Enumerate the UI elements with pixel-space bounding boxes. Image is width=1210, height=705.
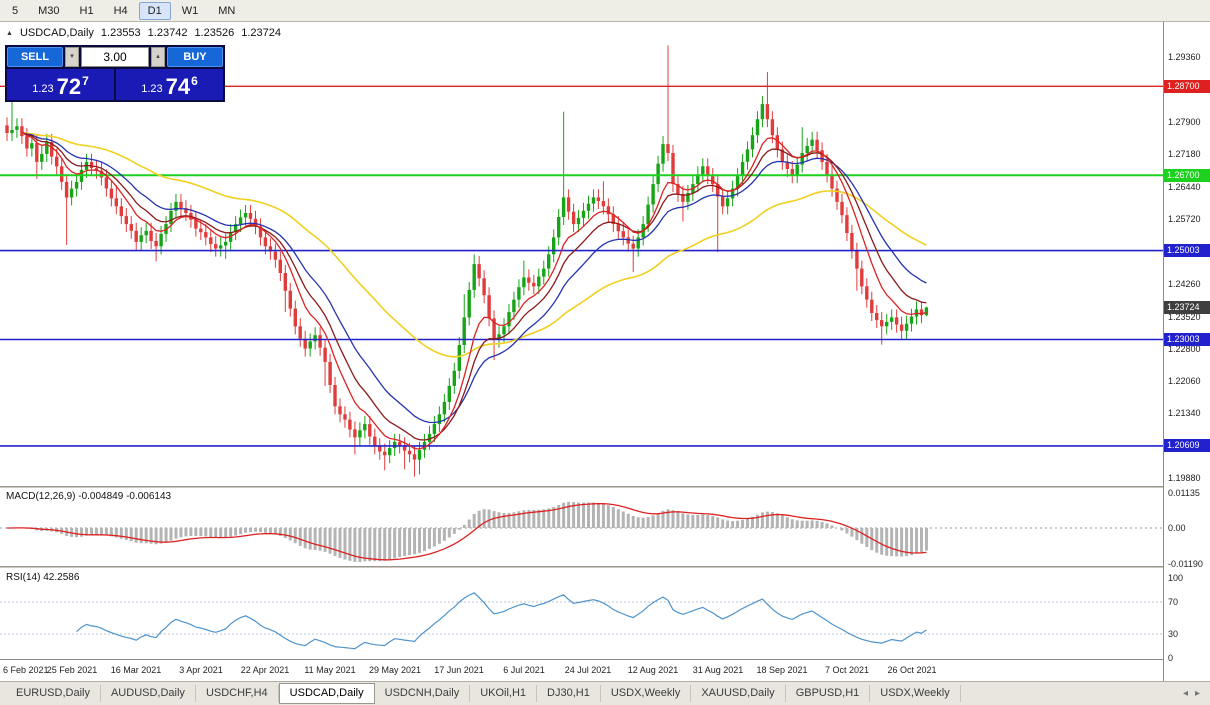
price-axis-label: 1.25720 — [1168, 214, 1201, 224]
date-label: 17 Jun 2021 — [434, 665, 484, 675]
price-axis-label: 1.26440 — [1168, 182, 1201, 192]
price-axis-label: 1.21340 — [1168, 408, 1201, 418]
ohlc-open: 1.23553 — [100, 27, 141, 39]
tab-usdx-weekly[interactable]: USDX,Weekly — [870, 685, 961, 702]
macd-axis-label: -0.01190 — [1168, 559, 1203, 569]
date-label: 7 Oct 2021 — [824, 665, 870, 675]
buy-price-prefix: 1.23 — [141, 83, 163, 95]
tab-scroll-left-icon[interactable]: ◂ — [1182, 688, 1188, 699]
buy-price[interactable]: 1.23 74 6 — [116, 69, 223, 100]
date-label: 6 Feb 2021 — [3, 665, 49, 675]
buy-button[interactable]: BUY — [167, 47, 223, 67]
date-label: 26 Oct 2021 — [887, 665, 937, 675]
buy-price-sup: 6 — [191, 74, 198, 88]
rsi-label: RSI(14) 42.2586 — [6, 572, 80, 583]
price-axis-label: 1.27900 — [1168, 117, 1201, 127]
price-level-badge: 1.23003 — [1164, 333, 1210, 346]
price-level-badge: 1.20609 — [1164, 439, 1210, 452]
date-label: 6 Jul 2021 — [503, 665, 545, 675]
tab-usdcad-daily[interactable]: USDCAD,Daily — [278, 683, 375, 704]
timeframe-h1[interactable]: H1 — [79, 4, 94, 17]
timeframe-h4[interactable]: H4 — [113, 4, 128, 17]
sell-price-big: 72 — [56, 74, 82, 99]
sell-price[interactable]: 1.23 72 7 — [7, 69, 114, 100]
volume-up-button[interactable]: ▴ — [151, 47, 165, 67]
tab-usdx-weekly[interactable]: USDX,Weekly — [601, 685, 692, 702]
date-label: 25 Feb 2021 — [46, 665, 98, 675]
tab-scroll-right-icon[interactable]: ▸ — [1194, 688, 1200, 699]
macd-chart[interactable] — [0, 488, 1163, 566]
date-label: 12 Aug 2021 — [627, 665, 679, 675]
date-label: 22 Apr 2021 — [240, 665, 290, 675]
rsi-axis-label: 0 — [1168, 653, 1174, 663]
timeframe-mn[interactable]: MN — [218, 4, 236, 17]
tab-dj30-h1[interactable]: DJ30,H1 — [537, 685, 601, 702]
tab-ukoil-h1[interactable]: UKOil,H1 — [470, 685, 538, 702]
price-axis-label: 1.24260 — [1168, 279, 1201, 289]
tab-xauusd-daily[interactable]: XAUUSD,Daily — [691, 685, 786, 702]
timeframe-toolbar: 5 M30 H1 H4 D1 W1 MN — [0, 0, 1210, 22]
date-label: 3 Apr 2021 — [179, 665, 223, 675]
price-axis-label: 1.27180 — [1168, 149, 1201, 159]
price-chart[interactable] — [0, 22, 1163, 486]
symbol-tabs: EURUSD,Daily AUDUSD,Daily USDCHF,H4 USDCAD,… — [0, 681, 1210, 705]
price-axis-label: 1.23520 — [1168, 312, 1201, 322]
sell-price-prefix: 1.23 — [32, 83, 54, 95]
macd-axis-label: 0.01135 — [1168, 488, 1200, 498]
tab-scroll-arrows: ◂ ▸ — [1183, 688, 1210, 699]
price-level-badge: 1.26700 — [1164, 169, 1210, 182]
timeframe-m30[interactable]: M30 — [38, 4, 60, 17]
tab-gbpusd-h1[interactable]: GBPUSD,H1 — [786, 685, 871, 702]
date-label: 16 Mar 2021 — [110, 665, 162, 675]
sell-price-sup: 7 — [82, 74, 89, 88]
price-level-badge: 1.28700 — [1164, 80, 1210, 93]
rsi-axis-label: 70 — [1168, 597, 1179, 607]
volume-input[interactable] — [81, 47, 149, 67]
rsi-chart[interactable] — [0, 568, 1163, 659]
price-axis-label: 1.29360 — [1168, 52, 1201, 62]
tab-usdchf-h4[interactable]: USDCHF,H4 — [196, 685, 279, 702]
price-axis-label: 1.22800 — [1168, 344, 1201, 354]
current-price-badge: 1.23724 — [1164, 301, 1210, 314]
panel-separator[interactable] — [0, 566, 1210, 568]
date-axis: 6 Feb 2021 25 Feb 2021 16 Mar 2021 3 Apr 20… — [0, 659, 1163, 681]
tab-eurusd-daily[interactable]: EURUSD,Daily — [6, 685, 101, 702]
rsi-axis-label: 30 — [1168, 629, 1179, 639]
ohlc-close: 1.23724 — [241, 27, 281, 39]
date-label: 29 May 2021 — [368, 665, 422, 675]
symbol-label: USDCAD,Daily — [19, 27, 94, 39]
ohlc-high: 1.23742 — [147, 27, 188, 39]
collapse-triangle-icon[interactable]: ▲ — [6, 29, 13, 37]
rsi-axis-label: 100 — [1168, 573, 1184, 583]
tab-usdcnh-daily[interactable]: USDCNH,Daily — [375, 685, 471, 702]
price-level-badge: 1.25003 — [1164, 244, 1210, 257]
date-label: 31 Aug 2021 — [692, 665, 744, 675]
macd-axis-label: 0.00 — [1168, 523, 1186, 533]
date-label: 18 Sep 2021 — [756, 665, 808, 675]
buy-price-big: 74 — [165, 74, 191, 99]
trade-panel: SELL ▾ ▴ BUY 1.23 72 7 1.23 74 6 — [5, 45, 225, 102]
price-axis-label: 1.19880 — [1168, 473, 1201, 483]
ohlc-low: 1.23526 — [194, 27, 235, 39]
panel-separator[interactable] — [0, 486, 1210, 488]
date-label: 24 Jul 2021 — [564, 665, 612, 675]
timeframe-d1[interactable]: D1 — [138, 1, 171, 20]
price-axis: 1.29360 1.27900 1.27180 1.26440 1.25720 1.242… — [1163, 22, 1210, 681]
volume-dropdown-button[interactable]: ▾ — [65, 47, 79, 67]
tab-audusd-daily[interactable]: AUDUSD,Daily — [101, 685, 196, 702]
sell-button[interactable]: SELL — [7, 47, 63, 67]
chart-header: ▲ USDCAD,Daily 1.23553 1.23742 1.23526 1… — [6, 27, 281, 39]
timeframe-5[interactable]: 5 — [12, 4, 19, 17]
price-axis-label: 1.22060 — [1168, 376, 1201, 386]
timeframe-w1[interactable]: W1 — [181, 4, 199, 17]
date-label: 11 May 2021 — [304, 665, 356, 675]
macd-label: MACD(12,26,9) -0.004849 -0.006143 — [6, 491, 172, 502]
